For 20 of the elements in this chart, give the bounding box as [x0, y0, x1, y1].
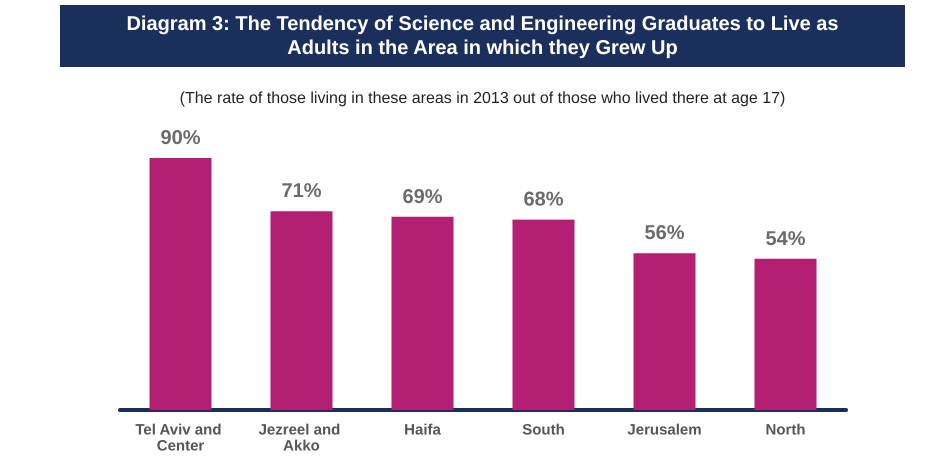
- x-tick-label: Jezreel and Akko: [258, 422, 344, 454]
- x-tick-label: South: [522, 422, 565, 438]
- data-label: 69%: [402, 186, 443, 208]
- chart-subtitle: (The rate of those living in these areas in 2013 out of those who lived there at age 17): [178, 90, 786, 108]
- x-tick-label: North: [766, 422, 806, 438]
- data-label: 71%: [281, 180, 322, 202]
- bar: [150, 158, 212, 410]
- bar: [754, 258, 816, 410]
- x-tick-label: Haifa: [404, 422, 442, 438]
- data-label: 68%: [523, 188, 564, 211]
- x-tick-label: Tel Aviv and Center: [135, 422, 226, 454]
- bar: [634, 253, 696, 410]
- bar: [512, 220, 574, 410]
- data-label: 90%: [160, 127, 201, 149]
- data-label: 54%: [765, 228, 806, 250]
- x-tick-label: Jerusalem: [627, 422, 702, 438]
- bar: [270, 211, 332, 410]
- bar: [392, 216, 454, 410]
- data-label: 56%: [644, 222, 685, 244]
- chart-title: Diagram 3: The Tendency of Science and Engineering Graduates to Live as Adults in the Area in which they Grew Up: [60, 5, 905, 67]
